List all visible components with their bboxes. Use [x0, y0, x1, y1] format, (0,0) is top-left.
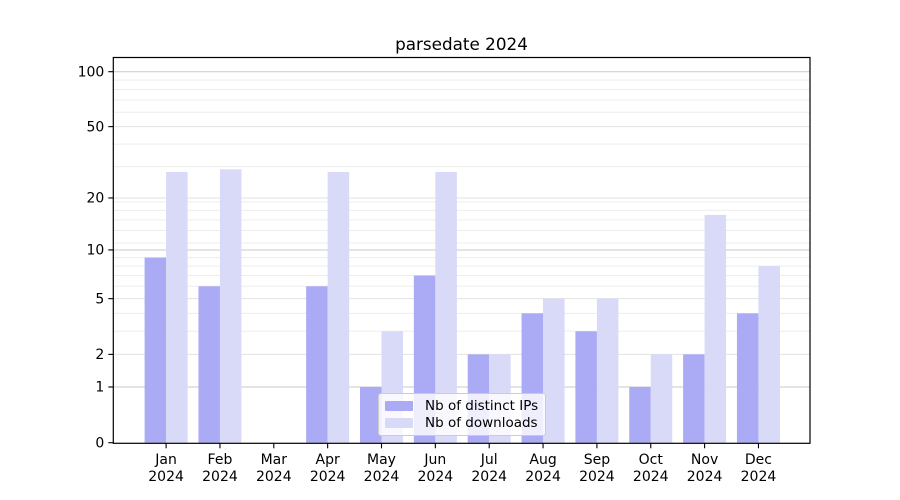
bar-downloads-feb [219, 169, 242, 443]
y-axis-tick-label: 5 [95, 291, 104, 307]
x-axis-tick-label: Dec 2024 [741, 452, 777, 485]
bar-downloads-aug [543, 298, 565, 443]
x-axis-tick-label: May 2024 [364, 452, 400, 485]
y-axis-tick-label: 100 [78, 64, 105, 80]
bar-downloads-jun [435, 172, 457, 443]
y-axis-tick-label: 50 [86, 119, 104, 135]
legend-label-distinct-ips: Nb of distinct IPs [425, 398, 539, 415]
x-axis-tick-label: Jul 2024 [471, 452, 507, 485]
y-axis-tick-label: 0 [95, 435, 104, 451]
x-axis-tick-label: Jun 2024 [418, 452, 454, 485]
bar-downloads-nov [704, 214, 727, 443]
legend-item-distinct-ips: Nb of distinct IPs [385, 398, 539, 415]
legend-swatch-distinct-ips [385, 401, 413, 412]
bar-distinct-ips-jan [144, 257, 167, 443]
bar-downloads-apr [327, 172, 350, 443]
y-axis-tick-label: 10 [86, 243, 104, 259]
x-axis-tick-label: Aug 2024 [525, 452, 561, 485]
bar-distinct-ips-sep [575, 331, 597, 443]
x-axis-tick-label: Apr 2024 [310, 452, 346, 485]
x-axis-tick-label: Feb 2024 [202, 452, 238, 485]
legend-swatch-downloads [385, 417, 413, 428]
bar-distinct-ips-nov [683, 354, 705, 443]
x-axis-tick-label: Oct 2024 [633, 452, 669, 485]
bar-downloads-jan [166, 172, 188, 443]
y-axis-tick-label: 2 [95, 347, 104, 363]
y-axis-tick-label: 1 [95, 380, 104, 396]
chart-title: parsedate 2024 [395, 34, 528, 54]
legend: Nb of distinct IPs Nb of downloads [378, 393, 546, 436]
bar-distinct-ips-dec [736, 313, 759, 443]
bar-distinct-ips-may [360, 386, 382, 443]
y-axis-tick-label: 20 [86, 191, 104, 207]
x-axis-tick-label: Nov 2024 [687, 452, 723, 485]
legend-label-downloads: Nb of downloads [425, 414, 538, 431]
bar-distinct-ips-apr [306, 286, 328, 443]
x-axis-tick-label: Sep 2024 [579, 452, 615, 485]
bar-downloads-dec [758, 266, 780, 443]
x-axis-tick-label: Jan 2024 [148, 452, 184, 485]
x-axis-tick-label: Mar 2024 [256, 452, 292, 485]
bar-downloads-sep [596, 298, 619, 443]
bar-distinct-ips-feb [198, 286, 220, 443]
bar-downloads-oct [650, 354, 673, 443]
bar-distinct-ips-oct [629, 386, 651, 443]
legend-item-downloads: Nb of downloads [385, 415, 539, 432]
